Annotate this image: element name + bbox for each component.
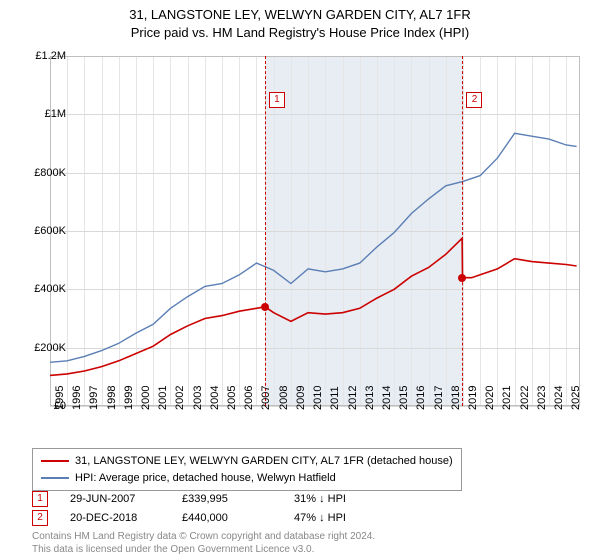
legend-row: HPI: Average price, detached house, Welw… — [41, 470, 453, 487]
x-axis-label: 2019 — [467, 386, 479, 410]
transactions-table: 1 29-JUN-2007 £339,995 31% ↓ HPI 2 20-DE… — [32, 490, 384, 527]
transaction-row: 1 29-JUN-2007 £339,995 31% ↓ HPI — [32, 490, 384, 509]
title-block: 31, LANGSTONE LEY, WELWYN GARDEN CITY, A… — [0, 0, 600, 41]
transaction-marker-box: 2 — [32, 510, 48, 526]
x-axis-label: 2009 — [295, 386, 307, 410]
x-axis-label: 2018 — [450, 386, 462, 410]
series-lines — [50, 56, 580, 406]
legend-text: HPI: Average price, detached house, Welw… — [75, 470, 336, 487]
footer-attribution: Contains HM Land Registry data © Crown c… — [32, 530, 375, 556]
legend: 31, LANGSTONE LEY, WELWYN GARDEN CITY, A… — [32, 448, 462, 491]
x-axis-label: 2001 — [157, 386, 169, 410]
y-axis-label: £600K — [34, 225, 66, 237]
x-axis-label: 2010 — [312, 386, 324, 410]
title-line-2: Price paid vs. HM Land Registry's House … — [0, 24, 600, 42]
x-axis-label: 2000 — [140, 386, 152, 410]
title-line-1: 31, LANGSTONE LEY, WELWYN GARDEN CITY, A… — [0, 6, 600, 24]
transaction-marker-box: 1 — [32, 491, 48, 507]
transaction-point — [261, 303, 269, 311]
x-axis-label: 2020 — [484, 386, 496, 410]
y-axis-label: £200K — [34, 342, 66, 354]
y-axis-label: £1.2M — [35, 50, 66, 62]
chart-container: 31, LANGSTONE LEY, WELWYN GARDEN CITY, A… — [0, 0, 600, 560]
transaction-delta: 47% ↓ HPI — [294, 509, 384, 528]
legend-text: 31, LANGSTONE LEY, WELWYN GARDEN CITY, A… — [75, 453, 453, 470]
x-axis-label: 2023 — [536, 386, 548, 410]
x-axis-label: 2003 — [192, 386, 204, 410]
x-axis-label: 2016 — [415, 386, 427, 410]
transaction-price: £440,000 — [182, 509, 272, 528]
transaction-marker-label: 1 — [269, 92, 285, 108]
transaction-row: 2 20-DEC-2018 £440,000 47% ↓ HPI — [32, 509, 384, 528]
x-axis-label: 1996 — [71, 386, 83, 410]
x-axis-label: 2012 — [347, 386, 359, 410]
x-axis-label: 2013 — [364, 386, 376, 410]
x-axis-label: 2014 — [381, 386, 393, 410]
series-hpi — [50, 133, 577, 362]
x-axis-label: 2011 — [329, 386, 341, 410]
x-axis-label: 2006 — [243, 386, 255, 410]
transaction-price: £339,995 — [182, 490, 272, 509]
x-axis-label: 2008 — [278, 386, 290, 410]
x-axis-label: 1995 — [54, 386, 66, 410]
transaction-point — [458, 274, 466, 282]
chart-plot-area: 12 — [50, 56, 580, 406]
legend-swatch — [41, 477, 69, 479]
footer-line-2: This data is licensed under the Open Gov… — [32, 543, 375, 556]
x-axis-label: 1998 — [106, 386, 118, 410]
x-axis-label: 2015 — [398, 386, 410, 410]
x-axis-label: 2005 — [226, 386, 238, 410]
legend-row: 31, LANGSTONE LEY, WELWYN GARDEN CITY, A… — [41, 453, 453, 470]
x-axis-label: 1999 — [123, 386, 135, 410]
x-axis-label: 2002 — [174, 386, 186, 410]
x-axis-label: 2007 — [260, 386, 272, 410]
y-axis-label: £800K — [34, 167, 66, 179]
series-price_paid — [50, 238, 577, 375]
x-axis-label: 1997 — [88, 386, 100, 410]
transaction-date: 29-JUN-2007 — [70, 490, 160, 509]
footer-line-1: Contains HM Land Registry data © Crown c… — [32, 530, 375, 543]
transaction-marker-label: 2 — [466, 92, 482, 108]
transaction-marker-line — [265, 56, 266, 406]
legend-swatch — [41, 460, 69, 462]
x-axis-label: 2017 — [433, 386, 445, 410]
transaction-delta: 31% ↓ HPI — [294, 490, 384, 509]
x-axis-label: 2022 — [519, 386, 531, 410]
y-axis-label: £1M — [45, 108, 66, 120]
transaction-date: 20-DEC-2018 — [70, 509, 160, 528]
x-axis-label: 2021 — [501, 386, 513, 410]
y-axis-label: £400K — [34, 283, 66, 295]
x-axis-label: 2004 — [209, 386, 221, 410]
x-axis-label: 2024 — [553, 386, 565, 410]
x-axis-label: 2025 — [570, 386, 582, 410]
transaction-marker-line — [462, 56, 463, 406]
